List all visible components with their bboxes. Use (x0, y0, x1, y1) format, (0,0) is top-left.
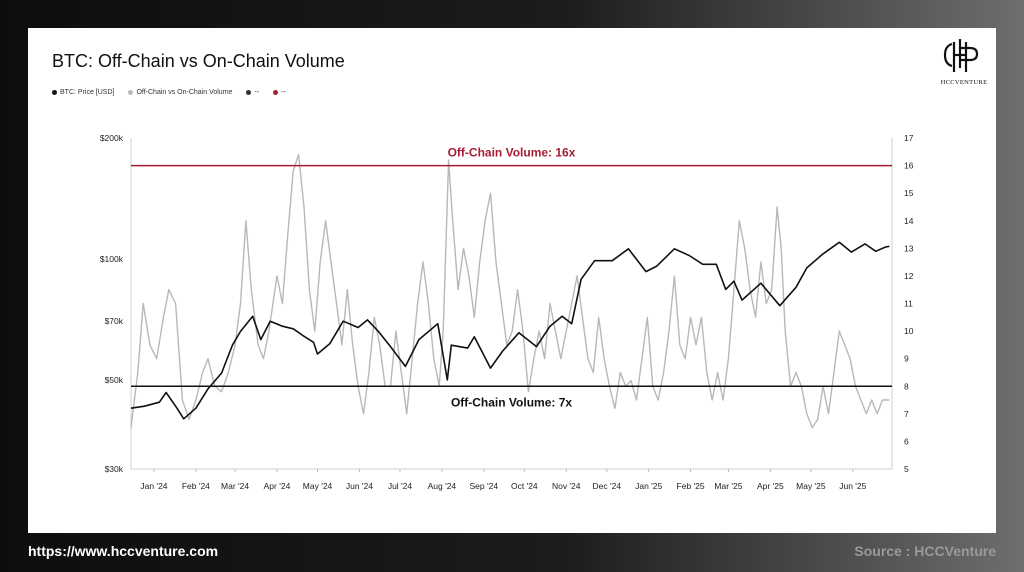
right-tick-label: 8 (904, 381, 909, 391)
hcc-logo-icon (943, 39, 979, 72)
volume-ratio-line (130, 153, 890, 429)
right-tick-label: 7 (904, 409, 909, 419)
left-tick-label: $100k (100, 254, 124, 264)
x-tick-label: Feb '24 (182, 481, 210, 491)
x-tick-label: Nov '24 (552, 481, 581, 491)
x-tick-label: Feb '25 (677, 481, 705, 491)
legend-label-line-red: -- (281, 89, 286, 96)
legend-dot-line-red (273, 90, 279, 95)
x-tick-label: Apr '25 (757, 481, 784, 491)
footer-source: Source : HCCVenture (854, 543, 996, 559)
legend: BTC: Price [USD] Off-Chain vs On-Chain V… (52, 89, 286, 96)
x-tick-label: Jul '24 (388, 481, 413, 491)
axes: $30k $50k $70k $100k $200k 5 6 7 8 9 10 11 12 13 14 15 1… (100, 133, 914, 491)
right-tick-label: 15 (904, 188, 914, 198)
left-tick-label: $70k (105, 316, 124, 326)
legend-item-line-red[interactable]: -- (273, 89, 286, 96)
x-tick-label: Aug '24 (428, 481, 457, 491)
right-tick-label: 10 (904, 326, 914, 336)
x-tick-label: Mar '25 (714, 481, 742, 491)
right-tick-label: 11 (904, 299, 913, 309)
left-tick-label: $200k (100, 133, 124, 143)
right-tick-label: 5 (904, 464, 909, 474)
x-tick-label: Dec '24 (593, 481, 622, 491)
legend-item-volume-ratio[interactable]: Off-Chain vs On-Chain Volume (128, 89, 232, 96)
x-tick-label: Oct '24 (511, 481, 538, 491)
x-tick-label: Apr '24 (264, 481, 291, 491)
series-layer (130, 153, 890, 429)
reference-line-label: Off-Chain Volume: 16x (448, 146, 576, 160)
x-tick-label: Jan '25 (635, 481, 662, 491)
right-tick-label: 14 (904, 216, 914, 226)
chart-card: BTC: Off-Chain vs On-Chain Volume BTC: P… (28, 28, 996, 533)
right-tick-label: 12 (904, 271, 914, 281)
legend-item-line-black[interactable]: -- (246, 89, 259, 96)
reference-lines: Off-Chain Volume: 16x Off-Chain Volume: 7… (131, 144, 892, 411)
hcc-logo: HCCVENTURE (938, 38, 990, 86)
chart-svg: $30k $50k $70k $100k $200k 5 6 7 8 9 10 11 12 13 14 15 1… (100, 133, 914, 491)
x-tick-label: Jun '25 (839, 481, 866, 491)
legend-item-price[interactable]: BTC: Price [USD] (52, 89, 114, 96)
x-tick-label: Mar '24 (221, 481, 249, 491)
legend-dot-volume-ratio (128, 90, 134, 95)
right-tick-label: 13 (904, 243, 914, 253)
x-tick-label: Sep '24 (470, 481, 499, 491)
legend-label-volume-ratio: Off-Chain vs On-Chain Volume (136, 89, 233, 96)
right-tick-label: 9 (904, 354, 909, 364)
x-tick-label: May '25 (796, 481, 826, 491)
right-tick-label: 16 (904, 161, 914, 171)
legend-dot-price (52, 90, 57, 95)
x-tick-label: Jun '24 (346, 481, 373, 491)
legend-label-line-black: -- (254, 89, 260, 96)
logo-text: HCCVENTURE (940, 79, 988, 86)
left-tick-label: $30k (105, 464, 124, 474)
reference-line-label: Off-Chain Volume: 7x (451, 395, 572, 409)
right-tick-label: 6 (904, 436, 909, 446)
legend-label-price: BTC: Price [USD] (60, 89, 115, 96)
x-tick-label: Jan '24 (140, 481, 167, 491)
legend-dot-line-black (246, 90, 252, 95)
left-tick-label: $50k (105, 375, 124, 385)
x-tick-label: May '24 (303, 481, 333, 491)
chart-title: BTC: Off-Chain vs On-Chain Volume (52, 51, 345, 71)
footer-url[interactable]: https://www.hccventure.com (28, 543, 219, 559)
right-tick-label: 17 (904, 133, 914, 143)
btc-price-line (130, 241, 890, 420)
